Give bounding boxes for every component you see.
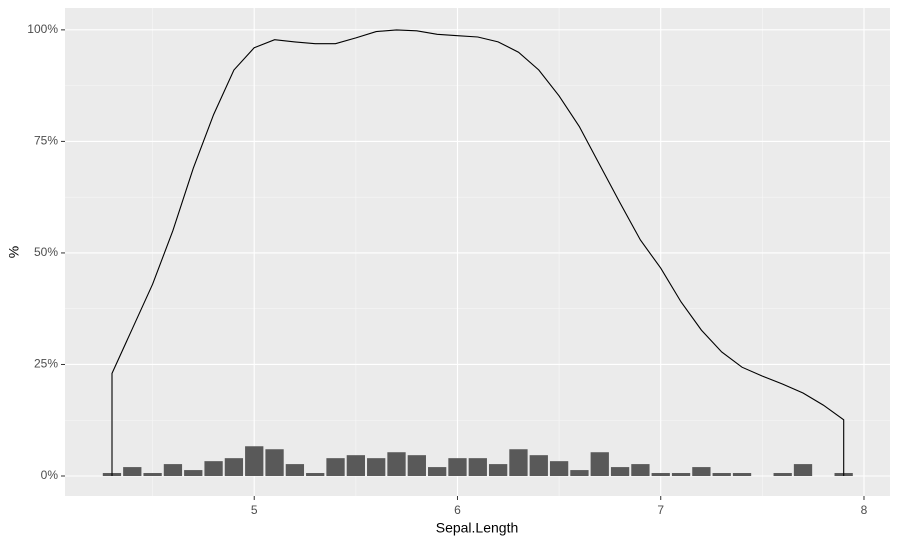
bar bbox=[306, 473, 325, 477]
bar bbox=[143, 473, 162, 477]
x-axis-title: Sepal.Length bbox=[436, 520, 519, 536]
y-tick-label: 50% bbox=[34, 245, 58, 259]
bar bbox=[671, 473, 691, 477]
bar bbox=[163, 464, 183, 477]
bar bbox=[265, 449, 284, 477]
bar bbox=[631, 464, 650, 477]
bar bbox=[509, 449, 528, 477]
panel bbox=[65, 8, 890, 496]
bar bbox=[387, 452, 406, 477]
bar bbox=[651, 473, 670, 477]
bar bbox=[448, 458, 467, 477]
bar bbox=[712, 473, 731, 477]
bar bbox=[570, 470, 589, 477]
bar bbox=[468, 458, 487, 477]
bar bbox=[326, 458, 345, 477]
x-tick-label: 5 bbox=[251, 503, 258, 517]
y-tick-label: 0% bbox=[41, 468, 59, 482]
bar bbox=[732, 473, 752, 477]
bar bbox=[184, 470, 203, 477]
bar bbox=[204, 461, 223, 477]
bar bbox=[610, 467, 630, 477]
x-tick-label: 6 bbox=[454, 503, 461, 517]
bar bbox=[285, 464, 305, 477]
bar bbox=[123, 467, 142, 477]
bar bbox=[773, 473, 792, 477]
bar bbox=[367, 458, 386, 477]
bar bbox=[590, 452, 609, 477]
y-tick-label: 100% bbox=[27, 22, 58, 36]
bar bbox=[549, 461, 569, 477]
y-tick-label: 75% bbox=[34, 134, 58, 148]
bar bbox=[529, 455, 548, 477]
y-tick-label: 25% bbox=[34, 357, 58, 371]
x-tick-label: 8 bbox=[861, 503, 868, 517]
bar bbox=[488, 464, 508, 477]
bar bbox=[793, 464, 813, 477]
bar bbox=[692, 467, 711, 477]
x-tick-label: 7 bbox=[657, 503, 664, 517]
bar bbox=[428, 467, 447, 477]
bar bbox=[245, 446, 264, 477]
y-axis-title: % bbox=[6, 246, 22, 258]
bar bbox=[346, 455, 365, 477]
bar bbox=[407, 455, 426, 477]
density-line bbox=[111, 29, 845, 476]
bar bbox=[224, 458, 244, 477]
